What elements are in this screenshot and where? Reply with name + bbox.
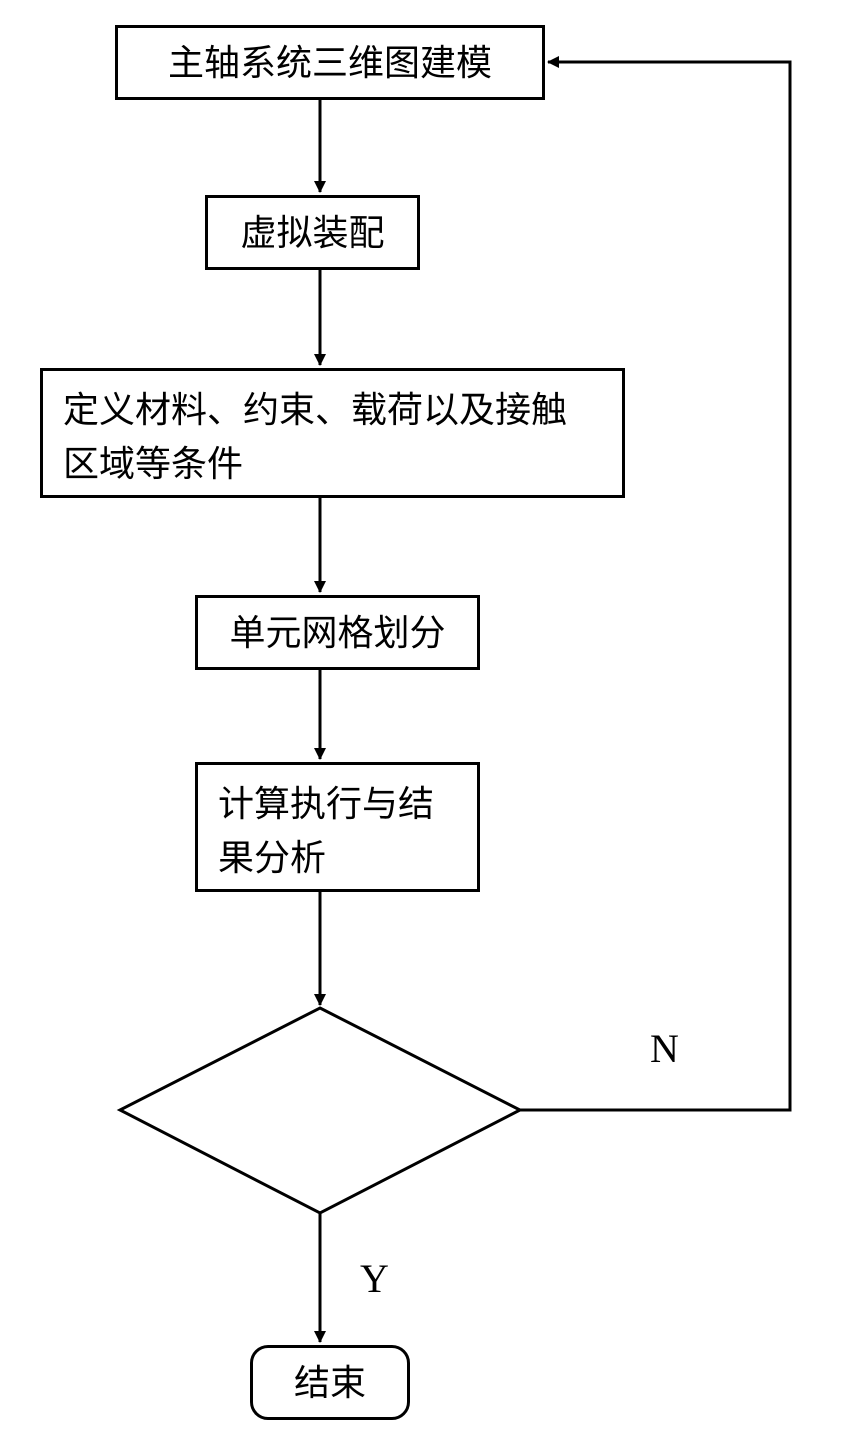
node-end: 结束: [250, 1345, 410, 1420]
node-define-conditions: 定义材料、约束、载荷以及接触区域等条件: [40, 368, 625, 498]
node-label: 虚拟装配: [240, 206, 384, 260]
node-label: 结束: [294, 1356, 366, 1410]
label-text: Y: [360, 1256, 389, 1301]
node-meshing: 单元网格划分: [195, 595, 480, 670]
node-label: 主轴系统三维图建模: [168, 36, 492, 90]
decision-label: 结果满意？: [225, 1083, 425, 1135]
label-text: N: [650, 1026, 679, 1071]
node-label: 结果满意？: [235, 1092, 415, 1132]
branch-label-yes: Y: [360, 1255, 389, 1302]
node-3d-modeling: 主轴系统三维图建模: [115, 25, 545, 100]
node-virtual-assembly: 虚拟装配: [205, 195, 420, 270]
node-label: 单元网格划分: [229, 606, 445, 660]
branch-label-no: N: [650, 1025, 679, 1072]
node-label: 计算执行与结果分析: [218, 777, 457, 885]
node-label: 定义材料、约束、载荷以及接触区域等条件: [63, 383, 602, 491]
node-calc-analysis: 计算执行与结果分析: [195, 762, 480, 892]
flow-arrows: [0, 0, 845, 1451]
